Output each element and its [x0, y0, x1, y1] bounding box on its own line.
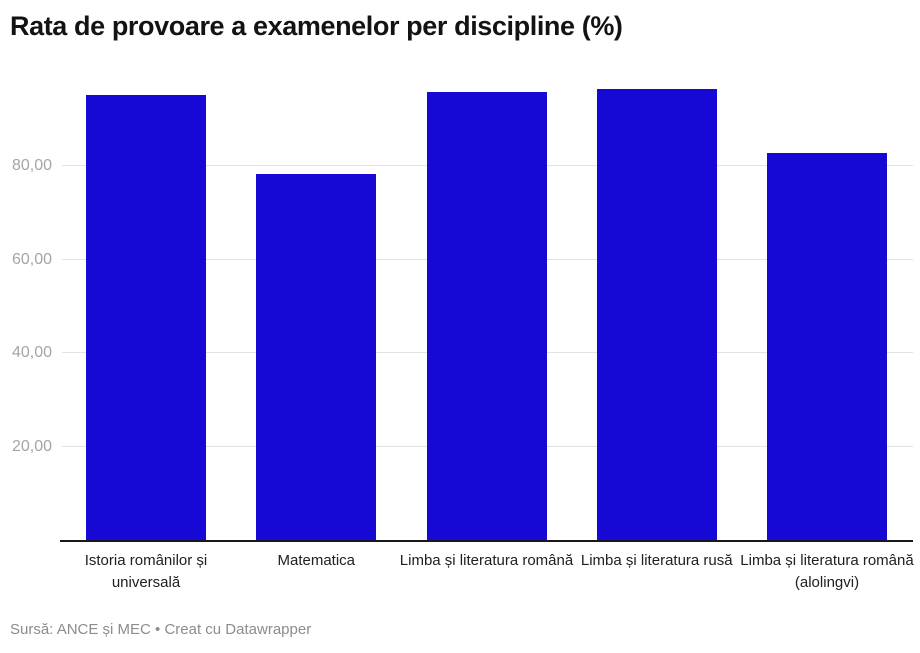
bar-4	[596, 88, 717, 540]
x-axis-category-label: Istoria românilor și universală	[84, 552, 208, 591]
y-axis-tick-label: 20,00	[11, 437, 52, 455]
chart-title: Rata de provoare a examenelor per discip…	[10, 11, 623, 41]
bar-2	[256, 174, 377, 540]
y-axis-tick-label: 40,00	[11, 344, 52, 362]
bar-3	[426, 92, 547, 540]
x-axis-category-label: Matematica	[277, 552, 356, 569]
y-axis-tick-label: 80,00	[11, 157, 52, 175]
x-axis-category-label: Limba și literatura română	[399, 552, 574, 569]
x-axis-labels: Istoria românilor și universală Matematic…	[60, 550, 914, 612]
x-axis-category-label: Limba și literatura română (alolingvi)	[740, 552, 914, 591]
bar-5	[767, 153, 887, 540]
x-axis-category-label: Limba și literatura rusă	[580, 552, 733, 569]
bar-1	[86, 94, 206, 540]
y-axis-tick-label: 60,00	[11, 250, 52, 268]
source-attribution: Sursă: ANCE și MEC • Creat cu Datawrappe…	[10, 621, 312, 638]
plot-area: 20,00 40,00 60,00 80,00	[12, 80, 913, 542]
